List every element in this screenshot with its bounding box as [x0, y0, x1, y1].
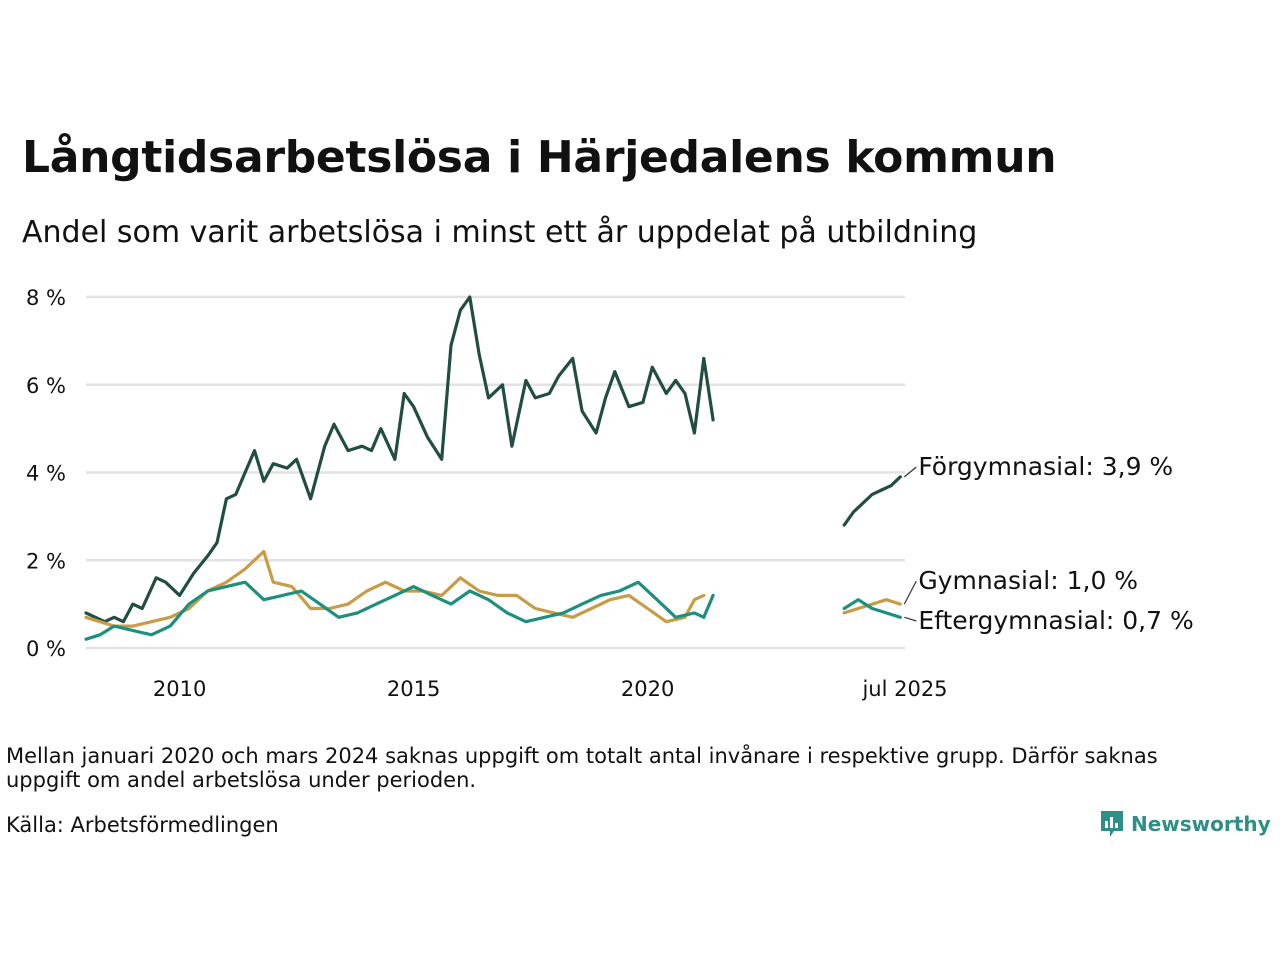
y-tick-label: 4 % — [26, 462, 66, 486]
chart-subtitle: Andel som varit arbetslösa i minst ett å… — [22, 215, 978, 250]
series-end-label: Gymnasial: 1,0 % — [918, 566, 1138, 595]
series-line — [842, 475, 902, 527]
series-end-label: Förgymnasial: 3,9 % — [918, 452, 1173, 481]
source-label: Källa: Arbetsförmedlingen — [6, 813, 279, 837]
chart-title: Långtidsarbetslösa i Härjedalens kommun — [22, 132, 1057, 183]
brand-name: Newsworthy — [1131, 812, 1271, 836]
series-line — [842, 598, 902, 619]
chart-note: Mellan januari 2020 och mars 2024 saknas… — [6, 744, 1158, 792]
x-tick-label: 2010 — [153, 677, 206, 701]
x-tick-label: 2015 — [387, 677, 440, 701]
x-tick-label: 2020 — [621, 677, 674, 701]
label-leader — [903, 580, 917, 605]
series-end-label: Eftergymnasial: 0,7 % — [918, 606, 1193, 635]
newsworthy-logo-icon — [1101, 811, 1123, 837]
y-axis-ticks: 0 % 2 % 4 % 6 % 8 % — [26, 286, 66, 661]
y-tick-label: 8 % — [26, 286, 66, 310]
newsworthy-logo[interactable]: Newsworthy — [1099, 808, 1271, 840]
series-line — [84, 295, 715, 624]
y-tick-label: 0 % — [26, 637, 66, 661]
label-leader — [904, 616, 917, 622]
x-axis-ticks: 2010 2015 2020 jul 2025 — [153, 677, 948, 701]
label-leader — [903, 466, 917, 478]
series-line — [842, 598, 902, 615]
grid-lines — [86, 295, 905, 650]
y-tick-label: 6 % — [26, 374, 66, 398]
series-line — [84, 580, 715, 641]
series-lines — [84, 295, 902, 641]
line-chart: 0 % 2 % 4 % 6 % 8 % 2010 2015 2020 jul 2025 För… — [26, 286, 1194, 701]
y-tick-label: 2 % — [26, 549, 66, 573]
x-tick-label: jul 2025 — [861, 677, 947, 701]
series-end-labels: Förgymnasial: 3,9 % Gymnasial: 1,0 % Efter… — [903, 452, 1194, 635]
